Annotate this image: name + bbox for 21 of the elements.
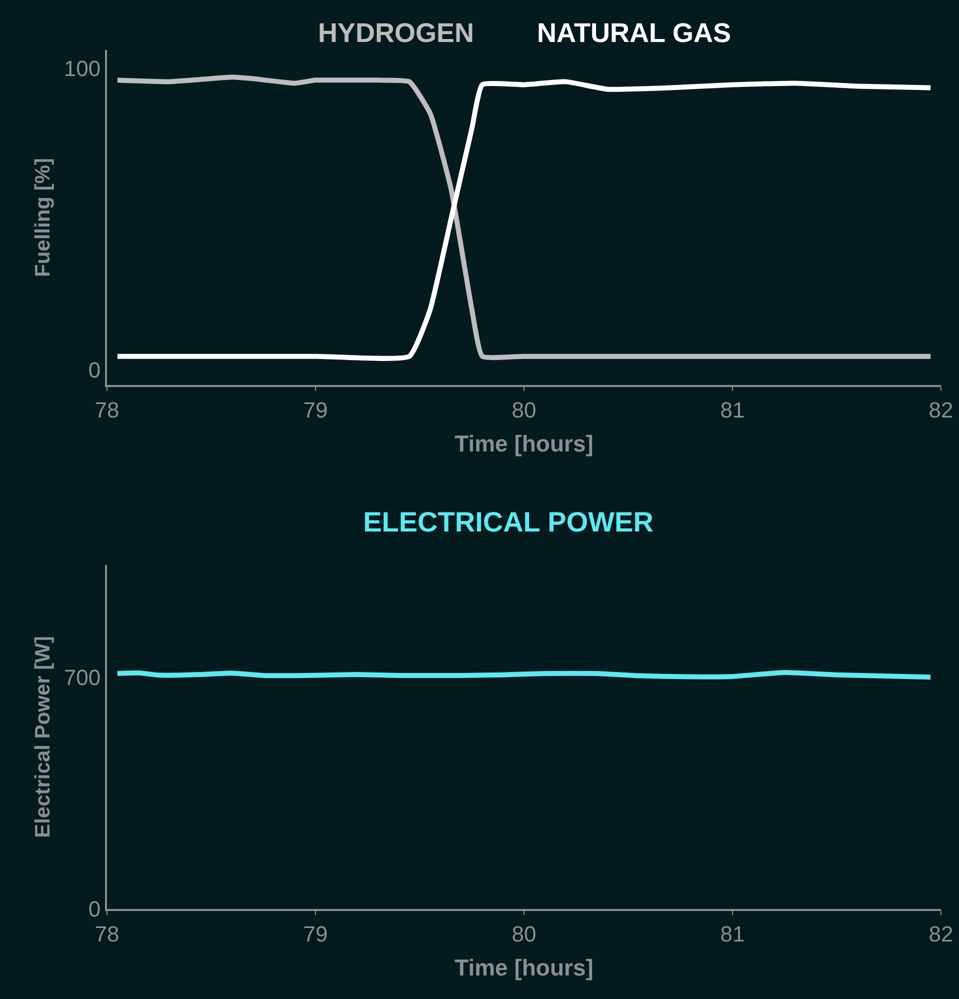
x-tick-label: 79 <box>303 397 328 422</box>
y-axis-title: Electrical Power [W] <box>32 636 55 838</box>
chart-title: ELECTRICAL POWER <box>363 506 654 538</box>
x-axis-title: Time [hours] <box>454 954 594 980</box>
y-tick-label: 700 <box>64 665 101 690</box>
series-label: NATURAL GAS <box>537 18 731 48</box>
series-label: HYDROGEN <box>318 18 474 48</box>
y-tick-label: 100 <box>64 56 101 81</box>
y-tick-label: 0 <box>88 358 101 383</box>
x-tick-label: 81 <box>720 397 745 422</box>
x-tick-label: 78 <box>94 397 120 422</box>
x-tick-label: 80 <box>512 921 536 946</box>
x-tick-label: 80 <box>512 397 536 422</box>
y-tick-label: 0 <box>88 896 101 922</box>
x-tick-label: 79 <box>303 921 328 946</box>
x-axis-title: Time [hours] <box>454 430 594 456</box>
x-tick-label: 78 <box>94 921 120 946</box>
x-tick-label: 82 <box>928 921 954 946</box>
y-axis-title: Fuelling [%] <box>32 158 55 277</box>
x-tick-label: 81 <box>720 921 745 946</box>
x-tick-label: 82 <box>928 397 954 422</box>
